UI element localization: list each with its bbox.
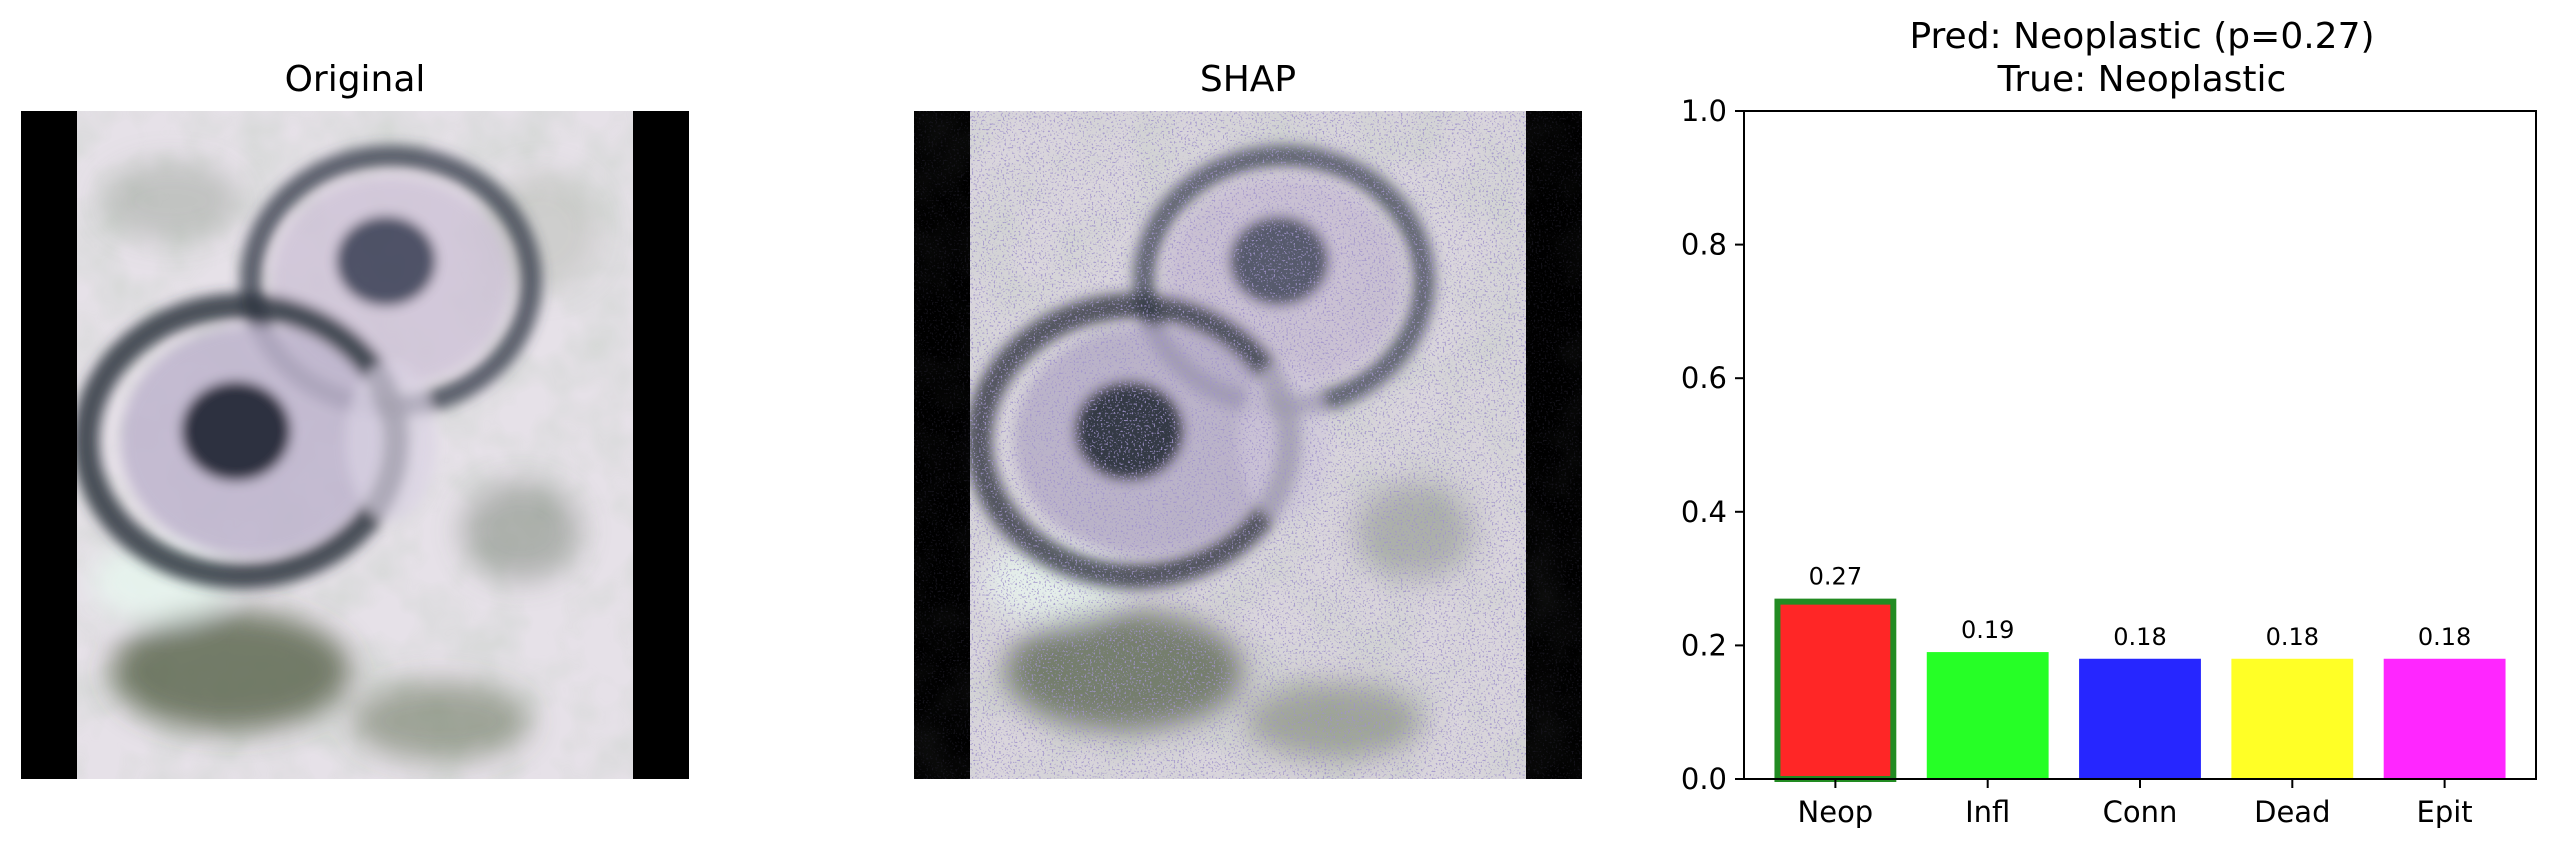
prediction-title-line1: Pred: Neoplastic (p=0.27) xyxy=(1909,16,2375,57)
prediction-title-line2: True: Neoplastic xyxy=(1997,59,2287,100)
x-tick-label-dead: Dead xyxy=(2254,795,2330,829)
original-title: Original xyxy=(284,59,426,100)
bar-infl xyxy=(1926,652,2049,779)
bar-value-label-conn: 0.18 xyxy=(2113,623,2166,651)
chart-axes-frame xyxy=(1743,110,2537,780)
x-tick-label-infl: Infl xyxy=(1965,795,2010,829)
original-image xyxy=(21,111,689,779)
bar-dead xyxy=(2231,658,2354,779)
y-tick-label: 0.2 xyxy=(1681,628,1727,662)
bar-epit xyxy=(2383,658,2506,779)
bar-value-label-dead: 0.18 xyxy=(2266,623,2319,651)
y-tick-label: 0.8 xyxy=(1681,228,1727,262)
y-tick-label: 0.0 xyxy=(1681,762,1727,796)
shap-micrograph xyxy=(914,111,1582,779)
shap-image xyxy=(914,111,1582,779)
shap-title: SHAP xyxy=(1199,59,1297,100)
bar-value-label-infl: 0.19 xyxy=(1961,616,2014,644)
y-tick-label: 0.6 xyxy=(1681,361,1727,395)
bar-neop xyxy=(1774,598,1897,783)
y-tick-label: 0.4 xyxy=(1681,495,1727,529)
bar-conn xyxy=(2079,658,2201,779)
x-tick-label-conn: Conn xyxy=(2103,795,2178,829)
bar-value-label-neop: 0.27 xyxy=(1809,563,1862,591)
shap-overlay xyxy=(914,111,1582,779)
original-micrograph xyxy=(21,111,689,779)
x-tick-label-epit: Epit xyxy=(2417,795,2473,829)
y-tick-label: 1.0 xyxy=(1681,94,1727,128)
x-tick-label-neop: Neop xyxy=(1798,795,1874,829)
bar-value-label-epit: 0.18 xyxy=(2418,623,2471,651)
